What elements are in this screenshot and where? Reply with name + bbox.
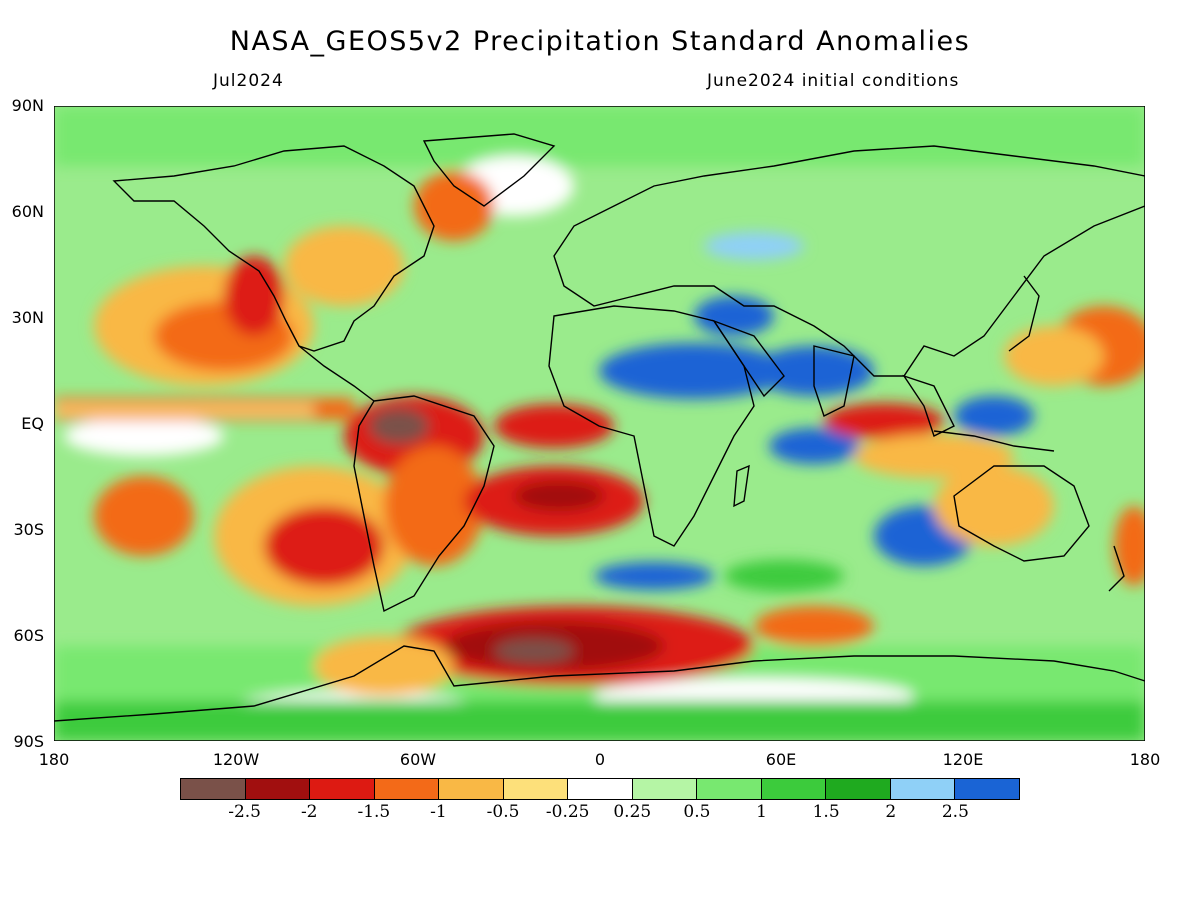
color-scale-label: -0.25 [545,802,590,822]
lon-label: 60E [765,750,797,769]
color-scale-label: -2.5 [228,802,261,822]
lon-label: 120W [212,750,260,769]
color-swatch [181,779,246,799]
lon-label: 0 [594,750,606,769]
color-swatch [568,779,633,799]
color-scale-label: -1.5 [357,802,391,822]
color-scale-label: 0.5 [683,802,711,822]
anomaly-map [53,105,1154,742]
color-swatch [245,779,311,799]
coastlines [53,133,1146,722]
color-scale-label: -2 [300,802,318,822]
color-swatch [955,779,1019,799]
lat-label: 60N [11,202,44,221]
lon-label: 120E [942,750,984,769]
lat-label: 90S [13,732,44,751]
color-scale-label: -0.5 [486,802,520,822]
color-scale-label: 1.5 [812,802,840,822]
color-swatch [632,779,698,799]
color-swatch [826,779,891,799]
color-swatch [310,779,375,799]
color-swatch [890,779,956,799]
color-swatch [439,779,504,799]
lat-label: EQ [21,414,44,433]
color-scale-label: 1 [756,802,767,822]
color-scale-label: 2.5 [941,802,969,822]
lon-label: 60W [399,750,437,769]
initial-conditions: June2024 initial conditions [707,71,960,91]
lat-label: 90N [11,96,44,115]
forecast-month: Jul2024 [213,71,284,91]
color-scale [180,778,1020,800]
color-swatch [374,779,440,799]
lon-label: 180 [38,750,70,769]
color-swatch [761,779,827,799]
color-swatch [697,779,762,799]
lat-label: 60S [13,626,44,645]
chart-title: NASA_GEOS5v2 Precipitation Standard Anom… [229,26,971,57]
color-scale-label: -1 [430,802,447,822]
lon-label: 180 [1129,750,1161,769]
color-scale-label: 2 [885,802,897,822]
color-scale-label: 0.25 [613,802,652,822]
color-swatch [503,779,569,799]
lat-label: 30N [11,308,44,327]
lat-label: 30S [13,520,44,539]
